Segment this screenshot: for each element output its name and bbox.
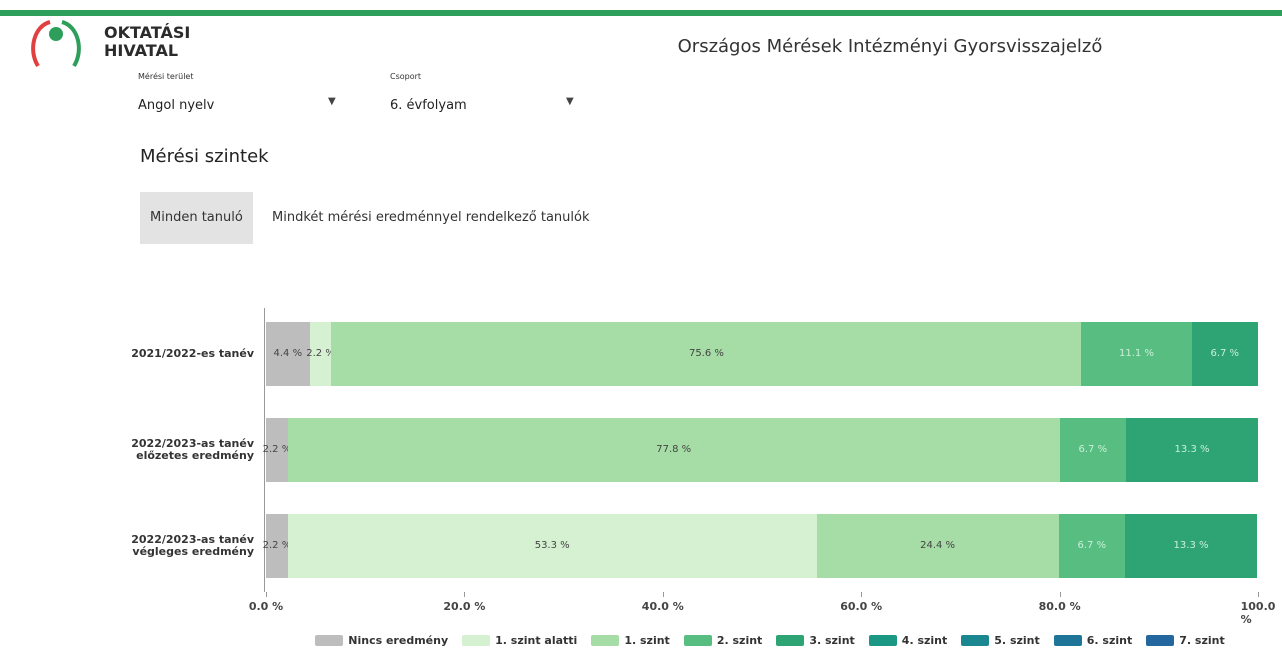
logo bbox=[31, 20, 81, 68]
x-tick bbox=[1258, 592, 1259, 597]
value-label: 2.2 % bbox=[262, 540, 292, 551]
value-label: 13.3 % bbox=[1173, 540, 1209, 551]
x-tick-label: 0.0 % bbox=[248, 600, 284, 613]
value-label: 13.3 % bbox=[1174, 444, 1210, 455]
value-label: 6.7 % bbox=[1210, 348, 1240, 359]
value-label: 2.2 % bbox=[306, 348, 335, 359]
x-tick-label: 40.0 % bbox=[641, 600, 684, 613]
section-title: Mérési szintek bbox=[140, 146, 269, 167]
dropdown-arrow[interactable]: ▼ bbox=[566, 96, 574, 107]
legend-swatch bbox=[315, 635, 344, 646]
x-tick bbox=[662, 592, 664, 597]
value-label: 6.7 % bbox=[1078, 444, 1108, 455]
legend: Nincs eredmény 1. szint alatti 1. szint 2. … bbox=[260, 634, 1280, 647]
bar-segment bbox=[287, 418, 1060, 482]
x-tick bbox=[1059, 592, 1061, 597]
x-tick-label: 20.0 % bbox=[443, 600, 486, 613]
bar-segment bbox=[266, 514, 288, 578]
legend-label: 5. szint bbox=[994, 634, 1040, 647]
legend-item: Nincs eredmény bbox=[315, 634, 448, 647]
category-label: 2022/2023-as tanév előzetes eredmény bbox=[131, 437, 254, 462]
legend-label: 7. szint bbox=[1179, 634, 1225, 647]
bar-segment bbox=[266, 418, 288, 482]
tab[interactable]: Minden tanuló bbox=[140, 192, 253, 244]
x-tick bbox=[266, 592, 267, 597]
value-label: 2.2 % bbox=[262, 444, 292, 455]
bar-segment bbox=[1059, 418, 1127, 482]
category-label: 2022/2023-as tanév végleges eredmény bbox=[131, 533, 254, 558]
category-label: 2021/2022-es tanév bbox=[131, 347, 254, 360]
legend-item: 4. szint bbox=[868, 634, 948, 647]
legend-swatch bbox=[868, 635, 897, 646]
value-label: 53.3 % bbox=[534, 540, 570, 551]
legend-swatch bbox=[683, 635, 712, 646]
bar-segment bbox=[1191, 322, 1258, 386]
bar-segment bbox=[1125, 514, 1257, 578]
x-tick-label: 60.0 % bbox=[840, 600, 883, 613]
value-label: 75.6 % bbox=[688, 348, 724, 359]
legend-label: 6. szint bbox=[1086, 634, 1133, 647]
value-label: 11.1 % bbox=[1119, 348, 1154, 359]
top-bar bbox=[0, 10, 1282, 16]
filter-label: Csoport bbox=[390, 72, 422, 81]
legend-swatch bbox=[462, 635, 491, 646]
x-tick bbox=[464, 592, 466, 597]
legend-swatch bbox=[1146, 635, 1175, 646]
value-label: 6.7 % bbox=[1077, 540, 1107, 551]
logo-line: HIVATAL bbox=[104, 41, 179, 60]
legend-label: 4. szint bbox=[901, 634, 948, 647]
legend-item: 2. szint bbox=[683, 634, 763, 647]
legend-label: Nincs eredmény bbox=[348, 634, 449, 647]
x-tick-label: 80.0 % bbox=[1038, 600, 1081, 613]
legend-item: 6. szint bbox=[1053, 634, 1133, 647]
bar-segment bbox=[1058, 514, 1126, 578]
legend-item: 1. szint bbox=[591, 634, 670, 647]
filter-label: Mérési terület bbox=[138, 72, 194, 81]
legend-item: 1. szint alatti bbox=[462, 634, 577, 647]
legend-item: 7. szint bbox=[1146, 634, 1225, 647]
dropdown-arrow[interactable]: ▼ bbox=[328, 96, 336, 107]
x-tick bbox=[861, 592, 863, 597]
bar-segment bbox=[331, 322, 1082, 386]
y-axis bbox=[264, 308, 265, 592]
bar-segment bbox=[266, 322, 310, 386]
logo-line: OKTATÁSI bbox=[104, 23, 191, 42]
legend-label: 3. szint bbox=[809, 634, 855, 647]
filter-value[interactable]: Angol nyelv bbox=[138, 98, 215, 113]
bar-segment bbox=[816, 514, 1059, 578]
legend-label: 2. szint bbox=[716, 634, 763, 647]
x-tick-label: 100.0 % bbox=[1240, 600, 1276, 626]
tab[interactable]: Mindkét mérési eredménnyel rendelkező ta… bbox=[272, 210, 590, 225]
legend-swatch bbox=[776, 635, 805, 646]
bar-segment bbox=[309, 322, 332, 386]
legend-item: 5. szint bbox=[961, 634, 1040, 647]
logo-text: OKTATÁSI HIVATAL bbox=[104, 24, 190, 60]
legend-swatch bbox=[591, 635, 620, 646]
bar-segment bbox=[1126, 418, 1258, 482]
bar-segment bbox=[1081, 322, 1192, 386]
legend-label: 1. szint bbox=[624, 634, 670, 647]
legend-swatch bbox=[961, 635, 990, 646]
value-label: 24.4 % bbox=[920, 540, 956, 551]
value-label: 4.4 % bbox=[273, 348, 303, 359]
page-title: Országos Mérések Intézményi Gyorsvisszaj… bbox=[677, 36, 1103, 57]
legend-item: 3. szint bbox=[776, 634, 855, 647]
legend-swatch bbox=[1053, 635, 1082, 646]
legend-label: 1. szint alatti bbox=[495, 634, 578, 647]
bar-segment bbox=[287, 514, 817, 578]
value-label: 77.8 % bbox=[656, 444, 692, 455]
filter-value[interactable]: 6. évfolyam bbox=[390, 98, 467, 113]
